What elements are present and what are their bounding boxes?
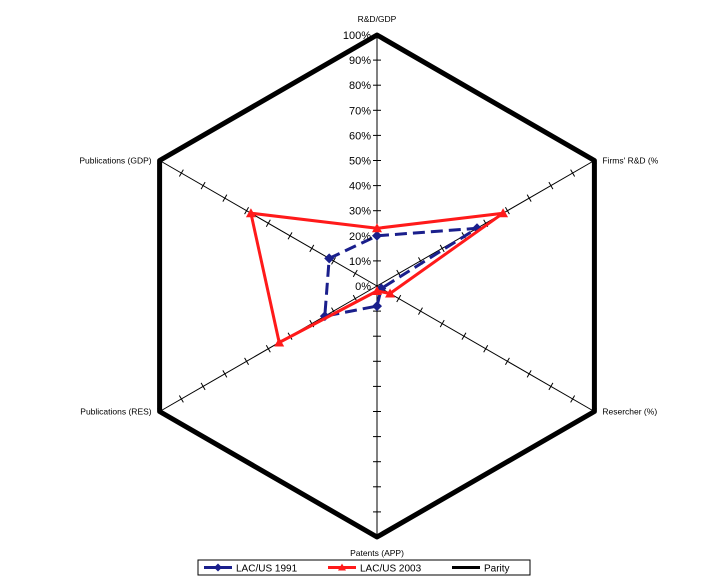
legend: LAC/US 1991 LAC/US 2003 Parity	[197, 559, 531, 576]
tick-label: 80%	[349, 80, 371, 92]
tick-mark	[265, 219, 271, 227]
tick-mark	[439, 319, 445, 328]
axes-layer	[157, 34, 597, 538]
tick-mark	[265, 345, 271, 353]
tick-mark	[439, 244, 445, 253]
tick-label: 100%	[343, 30, 371, 42]
data-point	[245, 208, 256, 218]
data-point	[372, 286, 382, 296]
tick-label: 50%	[349, 156, 371, 168]
legend-marker	[338, 563, 346, 571]
data-point	[324, 253, 335, 264]
tick-mark	[222, 194, 228, 202]
tick-mark	[548, 382, 554, 391]
axis-label: Publications (RES)	[80, 407, 152, 417]
legend-label: Parity	[484, 564, 510, 575]
series-layer	[157, 32, 597, 540]
data-point	[372, 301, 382, 312]
tick-mark	[178, 169, 184, 177]
tick-mark	[483, 345, 489, 353]
tick-mark	[504, 206, 510, 215]
tick-mark	[548, 181, 554, 190]
axis-label: R&D/GDP	[358, 14, 397, 24]
data-point	[372, 230, 382, 241]
data-point	[372, 223, 382, 233]
tick-mark	[352, 269, 358, 278]
tick-mark	[178, 395, 184, 403]
series-line	[157, 32, 597, 540]
tick-mark	[309, 244, 315, 253]
tick-mark	[396, 294, 402, 303]
data-point	[274, 337, 285, 347]
labels-layer: 0% 10% 20% 30% 40% 50% 60% 70% 80% 90% 100% R&D/GDP…	[79, 14, 658, 558]
tick-mark	[504, 357, 510, 366]
tick-mark	[200, 382, 206, 391]
tick-mark	[461, 332, 467, 340]
data-point	[385, 288, 396, 298]
axis-label: Publications (GDP)	[79, 156, 151, 166]
legend-marker	[214, 563, 222, 572]
tick-label: 0%	[355, 281, 371, 293]
tick-label: 40%	[349, 181, 371, 193]
legend-label: LAC/US 2003	[360, 564, 422, 575]
tick-label: 70%	[349, 105, 371, 117]
axis-label: Resercher (%)	[602, 407, 657, 417]
tick-mark	[526, 370, 532, 378]
tick-label: 30%	[349, 206, 371, 218]
tick-mark	[244, 206, 250, 215]
axis-label: Firms' R&D (%	[602, 156, 658, 166]
tick-mark	[418, 307, 423, 315]
tick-label: 10%	[349, 256, 371, 268]
tick-label: 60%	[349, 130, 371, 142]
legend-box	[197, 559, 531, 576]
tick-label: 90%	[349, 55, 371, 67]
tick-mark	[526, 194, 532, 202]
tick-mark	[570, 169, 576, 177]
tick-mark	[222, 370, 228, 378]
tick-label: 20%	[349, 231, 371, 243]
tick-mark	[287, 232, 293, 240]
tick-mark	[200, 181, 206, 190]
axis-label: Patents (APP)	[350, 548, 404, 558]
tick-mark	[570, 395, 576, 403]
tick-mark	[331, 257, 336, 265]
legend-label: LAC/US 1991	[236, 564, 298, 575]
data-point	[498, 208, 509, 218]
tick-mark	[244, 357, 250, 366]
